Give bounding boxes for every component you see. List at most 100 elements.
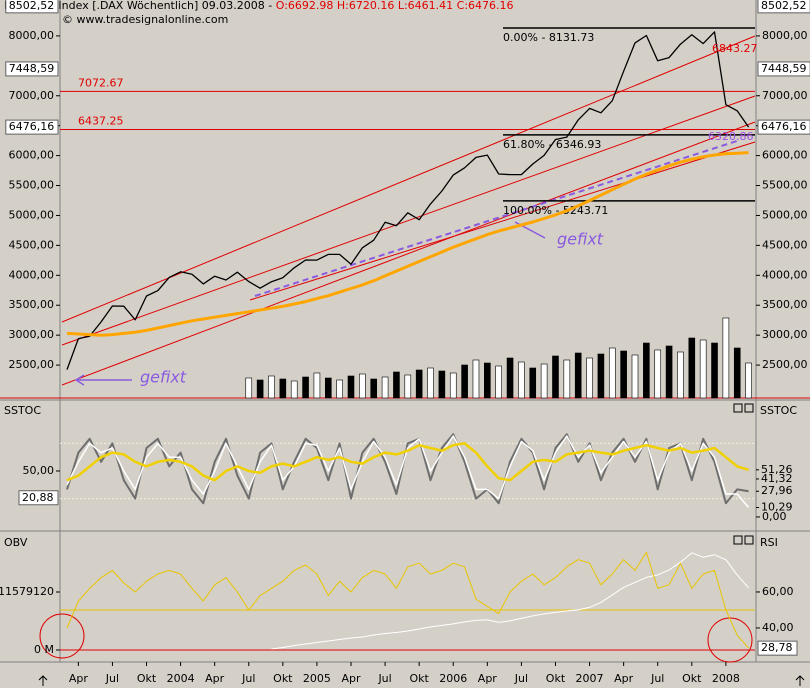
value-marker [757, 61, 810, 77]
x-tick-label: 2004 [167, 672, 195, 685]
volume-bar [506, 357, 514, 399]
trend-line [249, 141, 756, 301]
value-marker-label: 51,26 [761, 463, 793, 476]
panel-label-right: RSI [760, 536, 778, 549]
volume-bar [722, 317, 730, 399]
button[interactable] [733, 535, 743, 545]
volume-bar [608, 347, 616, 399]
header-title: DAX Perf. Index [.DAX Wöchentlich] 09.03… [4, 0, 514, 12]
volume-bar [631, 354, 639, 399]
x-tick-label: 2007 [576, 672, 604, 685]
trend-line [61, 35, 756, 323]
source: © www.tradesignalonline.com [62, 13, 228, 26]
y-tick-label: 4000,00 [762, 268, 808, 281]
y-tick-label: 3500,00 [762, 298, 808, 311]
volume-bar [336, 379, 343, 399]
y-tick-label: 6000,00 [9, 149, 55, 162]
annotation: 6320.86 [708, 130, 754, 143]
trend-lines [39, 35, 756, 663]
button[interactable] [744, 403, 754, 413]
panel-label: OBV [4, 536, 28, 549]
x-tick-label: 2008 [712, 672, 740, 685]
x-tick-label: Okt [137, 672, 157, 685]
fib-label: 100.00% - 5243.71 [503, 204, 608, 217]
volume-bar [415, 369, 423, 399]
volume-bar [654, 349, 662, 399]
level-label: 7072.67 [78, 76, 124, 89]
value-marker-label: 20,88 [22, 491, 54, 504]
dashed-support [254, 139, 741, 297]
ohlc: O:6692.98 H:6720.16 L:6461.41 C:6476.16 [276, 0, 514, 12]
volume-bar [472, 359, 480, 399]
y-tick-label: 0 M [34, 643, 54, 656]
y-tick-label: 7000,00 [762, 89, 808, 102]
value-marker [5, 119, 59, 135]
volume-bar [540, 363, 548, 399]
volume-bar [677, 351, 684, 399]
series-line [66, 151, 749, 337]
trend-line [61, 95, 756, 346]
fib-label: 0.00% - 8131.73 [503, 31, 594, 44]
x-tick-label: Okt [546, 672, 566, 685]
volume-bar [461, 364, 468, 399]
volume-bar [529, 367, 537, 399]
note: gefixt [140, 368, 187, 387]
y-tick-label: 3500,00 [9, 298, 55, 311]
volume-bar [586, 357, 593, 399]
x-tick-label: Okt [273, 672, 293, 685]
value-marker [757, 0, 810, 14]
y-tick-label: 0,00 [762, 510, 787, 523]
y-tick-label: 5000,00 [762, 208, 808, 221]
volume-bar [290, 380, 298, 399]
series-line [66, 442, 749, 482]
volume-bar [552, 355, 559, 399]
title: DAX Perf. Index [.DAX Wöchentlich] 09.03… [4, 0, 272, 12]
volume-bar [427, 367, 434, 399]
value-marker [5, 61, 59, 77]
scroll-arrows[interactable] [38, 675, 805, 686]
volume-bar [381, 376, 389, 399]
volume-bar [449, 372, 457, 399]
annotation: 6843.27 [712, 42, 758, 55]
series-line [66, 551, 749, 649]
value-marker [5, 0, 59, 14]
x-tick-label: 2006 [439, 672, 467, 685]
trend-line [61, 121, 756, 386]
y-tick-label: 3000,00 [9, 328, 55, 341]
series-line [271, 552, 749, 650]
value-marker-label: 8502,52 [9, 0, 55, 12]
y-tick-label: 8000,00 [9, 29, 55, 42]
volume-bar [711, 342, 718, 399]
x-tick-label: Jul [650, 672, 664, 685]
value-marker-label: 41,32 [761, 472, 793, 485]
y-tick-label: 2500,00 [762, 358, 808, 371]
x-tick-label: Okt [682, 672, 702, 685]
button[interactable] [744, 535, 754, 545]
value-marker-label: 28,78 [761, 641, 793, 654]
x-tick-label: Jul [241, 672, 255, 685]
volume-bar [643, 342, 650, 399]
volume-bar [518, 361, 525, 399]
volume-bar [438, 370, 446, 399]
value-marker-label: 7448,59 [761, 62, 807, 75]
value-marker-label: 8502,52 [761, 0, 807, 12]
volume-bar [733, 347, 741, 399]
y-tick-label: 5500,00 [9, 179, 55, 192]
y-tick-label: 5500,00 [762, 179, 808, 192]
volume-bar [688, 337, 696, 399]
y-tick-label: 2500,00 [9, 358, 55, 371]
x-tick-label: Apr [614, 672, 634, 685]
volume-bar [665, 345, 673, 399]
y-tick-label: 60,00 [762, 585, 794, 598]
y-tick-label: 8000,00 [762, 29, 808, 42]
volume-bar [256, 379, 264, 399]
button[interactable] [733, 403, 743, 413]
y-tick-label: 5000,00 [9, 208, 55, 221]
volume-bar [699, 339, 707, 399]
note: gefixt [557, 230, 604, 249]
x-tick-label: Jul [377, 672, 391, 685]
volume-bar [302, 376, 309, 399]
value-marker [757, 119, 810, 135]
volume-bar [745, 362, 752, 399]
